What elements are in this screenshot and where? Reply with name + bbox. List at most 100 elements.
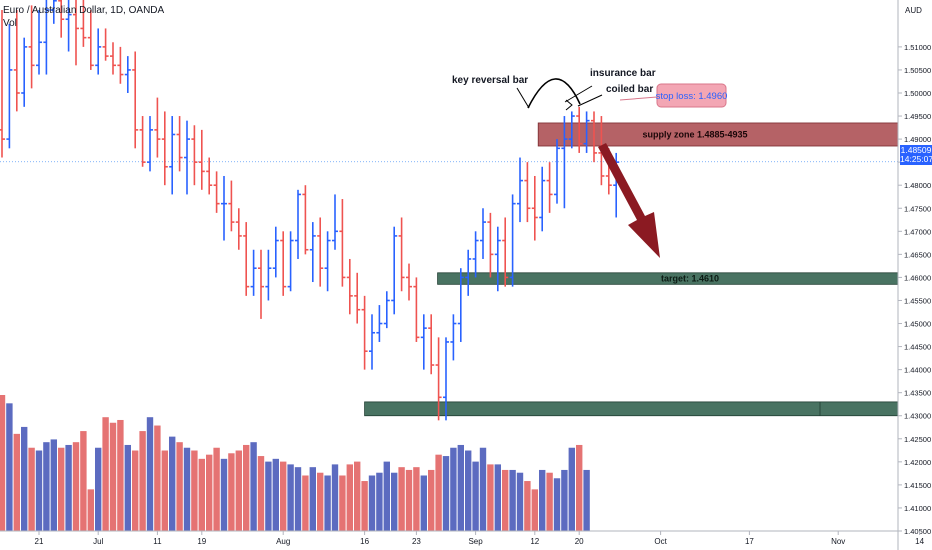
ohlc-bar: [361, 295, 368, 370]
ohlc-bar: [302, 185, 309, 255]
x-tick-label: Jul: [93, 537, 103, 546]
ohlc-bar: [161, 111, 168, 186]
ohlc-bar: [235, 208, 242, 250]
volume-bar: [72, 442, 80, 531]
x-tick-label: 12: [530, 537, 539, 546]
volume-bar: [154, 425, 161, 531]
stop-loss-pointer: [619, 96, 658, 101]
ohlc-bar: [317, 217, 324, 287]
ohlc-bar: [243, 222, 250, 296]
coiled-pointer: [577, 94, 603, 107]
volume-bar: [539, 469, 546, 531]
target-arrow: [598, 143, 660, 258]
volume-bar: [220, 458, 228, 531]
volume-bar: [272, 458, 279, 531]
volume-bar: [28, 447, 35, 531]
y-tick-label: 1.47000: [904, 227, 931, 236]
volume-bar: [494, 464, 501, 531]
volume-bar: [0, 395, 6, 531]
volume-bar: [265, 461, 272, 531]
ohlc-bar: [58, 0, 65, 38]
volume-bar: [21, 426, 28, 531]
volume-bar: [87, 489, 94, 531]
volume-bar: [213, 447, 220, 531]
chart-title: Euro / Australian Dollar, 1D, OANDA: [3, 5, 165, 16]
volume-bar: [250, 442, 257, 531]
ohlc-bar: [524, 162, 531, 223]
volume-bar: [442, 456, 450, 531]
y-tick-label: 1.50000: [904, 89, 931, 98]
volume-bar: [80, 431, 87, 531]
volume-bar: [509, 469, 516, 531]
ohlc-bar: [258, 249, 264, 319]
ohlc-bar: [568, 111, 575, 149]
ohlc-bar: [287, 231, 294, 292]
ohlc-bar: [124, 56, 131, 93]
volume-bar: [132, 450, 139, 531]
volume-label: Vol: [3, 18, 17, 29]
volume-bar: [58, 447, 65, 531]
ohlc-bar: [487, 212, 494, 278]
annotation-key-reversal: key reversal bar: [452, 75, 528, 86]
x-tick-label: Oct: [654, 537, 667, 546]
ohlc-bar: [472, 231, 479, 278]
ohlc-bar: [420, 314, 427, 370]
ohlc-bar: [50, 0, 57, 24]
ohlc-bar: [154, 97, 161, 158]
ohlc-bar: [295, 189, 301, 259]
ohlc-bar: [6, 23, 13, 149]
volume-bar: [206, 454, 213, 531]
volume-bar: [405, 469, 413, 531]
reversal-arc: [527, 78, 581, 109]
x-tick-label: 23: [412, 537, 421, 546]
x-tick-label: Aug: [276, 537, 290, 546]
volume-bar: [124, 444, 131, 531]
volume-bar: [287, 464, 294, 531]
volume-bar: [391, 472, 398, 531]
ohlc-bar: [95, 28, 102, 75]
ohlc-bar: [132, 51, 139, 149]
stop-loss-label: stop loss: 1.4960: [656, 91, 728, 102]
y-tick-label: 1.47500: [904, 204, 931, 213]
annotation-insurance: insurance bar: [590, 68, 656, 79]
ohlc-bar: [413, 277, 420, 342]
volume-bar: [583, 469, 590, 531]
x-tick-label: 16: [360, 537, 369, 546]
volume-bar: [576, 444, 583, 531]
volume-bar: [183, 447, 191, 531]
ohlc-bar: [383, 291, 390, 329]
ohlc-bar: [539, 166, 546, 232]
ohlc-bar: [369, 314, 375, 370]
supply-zone-label: supply zone 1.4885-4935: [642, 129, 747, 139]
y-tick-label: 1.41000: [904, 504, 931, 513]
ohlc-bar: [191, 125, 198, 186]
volume-bar: [102, 417, 109, 531]
volume-bar: [43, 442, 50, 531]
ohlc-bar: [221, 175, 227, 241]
ohlc-bar: [531, 175, 538, 241]
ohlc-bar: [272, 226, 279, 278]
volume-bar: [146, 417, 154, 531]
stop-loss-box: [656, 83, 727, 108]
volume-bar: [413, 467, 420, 531]
ohlc-bar: [435, 337, 442, 421]
y-tick-label: 1.41500: [904, 481, 931, 490]
ohlc-bar: [494, 226, 501, 292]
volume-bar: [65, 444, 72, 531]
ohlc-bar: [206, 157, 213, 195]
volume-bar: [487, 464, 494, 531]
ohlc-bar: [591, 111, 597, 163]
volume-bar: [361, 481, 368, 531]
volume-bar: [472, 461, 479, 531]
volume-bar: [95, 447, 102, 531]
target-zone-label: target: 1.4610: [661, 274, 719, 284]
ohlc-bar: [87, 10, 94, 70]
volume-bar: [398, 467, 405, 531]
x-tick-label: 19: [197, 537, 206, 546]
ohlc-bar: [36, 10, 42, 75]
pointer-chevron: [565, 99, 573, 111]
volume-bar: [568, 447, 575, 531]
volume-bar: [354, 461, 361, 531]
current-price-value: 1.48509: [900, 145, 932, 155]
